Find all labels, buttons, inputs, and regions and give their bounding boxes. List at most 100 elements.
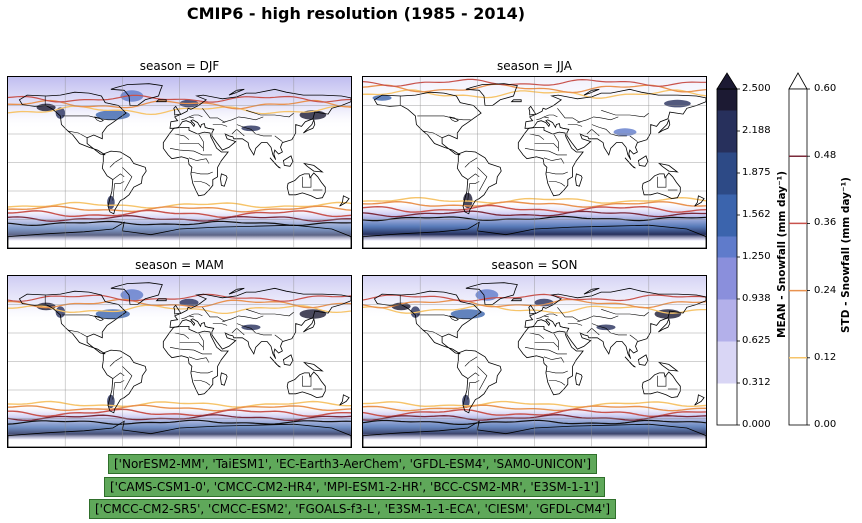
colorbar-mean-segment (717, 110, 737, 132)
country-border-13 (246, 309, 294, 317)
country-border-10 (536, 315, 549, 320)
panel-title-son: season = SON (491, 258, 578, 272)
model-group-3: ['CMCC-CM2-SR5', 'CMCC-ESM2', 'FGOALS-f3… (89, 499, 617, 519)
colorbar-std-extend-arrow (788, 72, 808, 90)
colorbar-std-frame (788, 88, 808, 426)
country-border-11 (212, 323, 228, 326)
coastline-6 (286, 371, 326, 399)
country-border-25 (586, 327, 600, 336)
colorbar-mean-segment (717, 320, 737, 342)
country-border-11 (212, 124, 228, 127)
colorbar-mean-segment (717, 131, 737, 153)
country-border-10 (181, 116, 194, 121)
country-border-9 (543, 313, 558, 317)
coastline-9 (624, 356, 636, 368)
country-border-8 (202, 307, 226, 322)
country-border-13 (601, 110, 649, 118)
country-border-10 (536, 116, 549, 121)
colorbar-std-tick-label: 0.24 (814, 284, 837, 296)
coastline-7 (173, 105, 182, 116)
coastline-7 (528, 105, 537, 116)
colorbar-mean-scale (716, 72, 740, 426)
colorbar-mean-tick-label: 2.188 (742, 125, 771, 136)
country-border-23 (657, 375, 667, 387)
country-border-3 (122, 366, 133, 391)
country-border-0 (417, 115, 471, 121)
colorbar-mean-tick-label: 1.875 (742, 167, 771, 178)
colorbar-mean-segment (717, 215, 737, 237)
map-panel-mam: season = MAM (7, 258, 352, 448)
country-border-7 (467, 382, 470, 400)
colorbar-mean-segment (717, 404, 737, 426)
coastline-13 (155, 99, 167, 103)
country-border-15 (629, 334, 638, 341)
colorbar-mean-label: MEAN - Snowfall (mm day⁻¹) (776, 170, 788, 338)
coastline-10 (637, 354, 649, 366)
country-border-3 (477, 167, 488, 192)
snowfall-maximum-0 (664, 99, 691, 108)
country-border-14 (222, 315, 264, 322)
country-border-4 (469, 380, 480, 383)
coastline-8 (303, 118, 316, 134)
coastline-3 (524, 287, 706, 359)
country-border-4 (114, 181, 125, 184)
lake-outline-0 (94, 116, 104, 123)
country-border-14 (222, 116, 264, 123)
country-border-16 (179, 143, 204, 149)
colorbar-mean-segment (717, 194, 737, 216)
country-border-21 (198, 133, 204, 152)
colorbar-mean-tick-label: 0.312 (742, 377, 771, 388)
coastline-3 (169, 287, 351, 359)
coastline-9 (624, 157, 636, 169)
country-border-3 (122, 167, 133, 192)
colorbar-std-scale (788, 72, 810, 426)
coastline-11 (303, 162, 324, 173)
country-border-5 (467, 372, 480, 379)
coastline-7 (173, 304, 182, 315)
country-border-19 (545, 370, 568, 374)
coastline-0 (373, 91, 482, 156)
colorbar-mean-tick-label: 2.500 (742, 83, 771, 94)
country-border-13 (246, 110, 294, 118)
country-border-16 (179, 342, 204, 348)
country-border-17 (169, 347, 212, 355)
country-border-17 (524, 148, 567, 156)
country-border-18 (188, 356, 210, 363)
coastline-10 (282, 354, 294, 366)
coastline-11 (658, 361, 679, 372)
colorbar-mean-segment (717, 152, 737, 174)
model-group-2: ['CAMS-CSM1-0', 'CMCC-CM2-HR4', 'MPI-ESM… (104, 477, 605, 497)
colorbar-std-tick-label: 0.36 (814, 217, 837, 229)
country-border-11 (567, 124, 583, 127)
country-border-18 (188, 157, 210, 164)
country-border-21 (198, 332, 204, 351)
country-border-5 (112, 173, 125, 180)
coastline-14 (583, 287, 600, 295)
coastline-15 (8, 221, 351, 248)
coastline-14 (583, 88, 600, 96)
snowfall-maximum-6 (241, 125, 261, 132)
coastline-14 (228, 88, 245, 96)
coastline-9 (269, 356, 281, 368)
country-border-22 (174, 133, 190, 140)
coastline-12 (694, 394, 705, 406)
coastline-12 (339, 394, 350, 406)
coastline-1 (110, 282, 163, 305)
coastline-5 (575, 372, 583, 386)
country-border-20 (193, 380, 211, 386)
snowfall-maximum-6 (241, 324, 261, 331)
coastline-6 (641, 371, 681, 399)
country-border-19 (190, 370, 213, 374)
map-jja (362, 76, 707, 249)
coastline-5 (575, 173, 583, 187)
colorbar-mean-extend-arrow (716, 72, 738, 90)
country-border-22 (529, 332, 545, 339)
country-border-1 (422, 130, 443, 139)
colorbar-std-tick-label: 0.48 (814, 150, 837, 162)
country-border-17 (524, 347, 567, 355)
coastline-2 (101, 349, 147, 414)
country-border-9 (188, 114, 203, 118)
coastline-8 (658, 317, 671, 333)
country-border-22 (174, 332, 190, 339)
country-border-4 (469, 181, 480, 184)
